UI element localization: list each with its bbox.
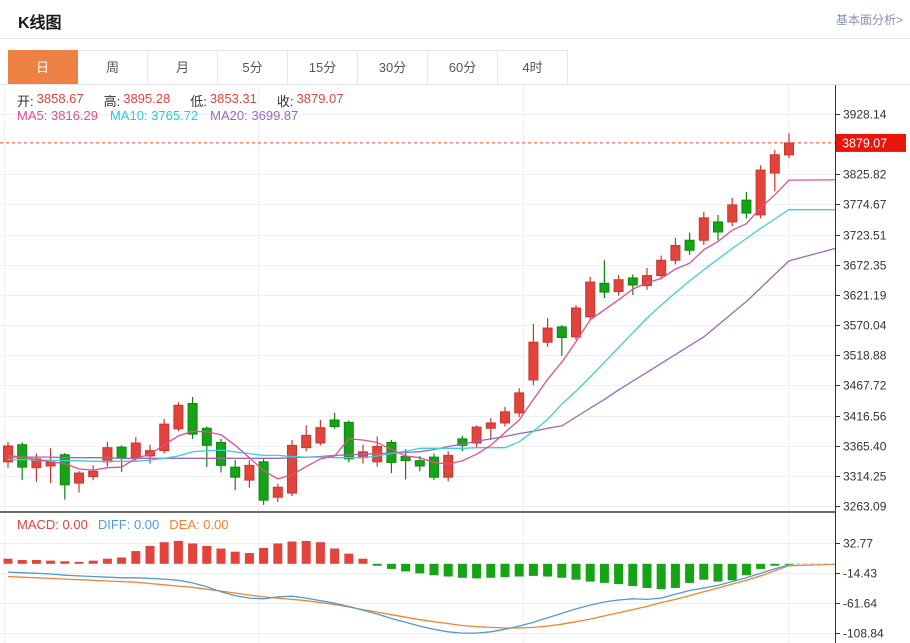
- price-tick-label: 3672.35: [843, 259, 887, 273]
- macd-tick-label: 32.77: [843, 537, 873, 551]
- price-axis: 3928.14 3825.82 3774.67 3723.51 3672.35 3621.…: [835, 108, 887, 641]
- tab-15min[interactable]: 15分: [288, 50, 358, 84]
- period-tab-bar: 日 周 月 5分 15分 30分 60分 4时: [0, 50, 910, 85]
- page-title: K线图: [18, 15, 62, 32]
- fundamental-analysis-link[interactable]: 基本面分析>: [835, 13, 903, 27]
- page-header: K线图 基本面分析>: [0, 0, 910, 39]
- tab-week[interactable]: 周: [78, 50, 148, 84]
- price-tick-label: 3825.82: [843, 168, 887, 182]
- tab-4hour[interactable]: 4时: [498, 50, 568, 84]
- price-tick-label: 3774.67: [843, 198, 887, 212]
- tab-5min[interactable]: 5分: [218, 50, 288, 84]
- price-tick-label: 3263.09: [843, 500, 887, 514]
- tab-month[interactable]: 月: [148, 50, 218, 84]
- macd-tick-label: -108.84: [843, 627, 884, 641]
- macd-tick-label: -61.64: [843, 597, 877, 611]
- tab-30min[interactable]: 30分: [358, 50, 428, 84]
- price-tick-label: 3723.51: [843, 229, 887, 243]
- macd-layer: [3, 540, 836, 634]
- macd-tick-label: -14.43: [843, 567, 877, 581]
- current-price-tag: 3879.07: [836, 133, 906, 152]
- svg-text:3879.07: 3879.07: [842, 136, 887, 150]
- price-tick-label: 3570.04: [843, 319, 887, 333]
- candles-layer: [3, 133, 794, 505]
- tab-60min[interactable]: 60分: [428, 50, 498, 84]
- kline-chart[interactable]: 3928.14 3825.82 3774.67 3723.51 3672.35 3621.…: [0, 85, 910, 643]
- price-tick-label: 3928.14: [843, 108, 887, 122]
- price-tick-label: 3467.72: [843, 379, 887, 393]
- price-tick-label: 3365.40: [843, 440, 887, 454]
- price-tick-label: 3518.88: [843, 349, 887, 363]
- price-tick-label: 3416.56: [843, 410, 887, 424]
- price-tick-label: 3314.25: [843, 470, 887, 484]
- grid-layer: [0, 85, 835, 643]
- price-tick-label: 3621.19: [843, 289, 887, 303]
- tab-day[interactable]: 日: [8, 50, 78, 84]
- ma-lines-layer: [7, 179, 836, 480]
